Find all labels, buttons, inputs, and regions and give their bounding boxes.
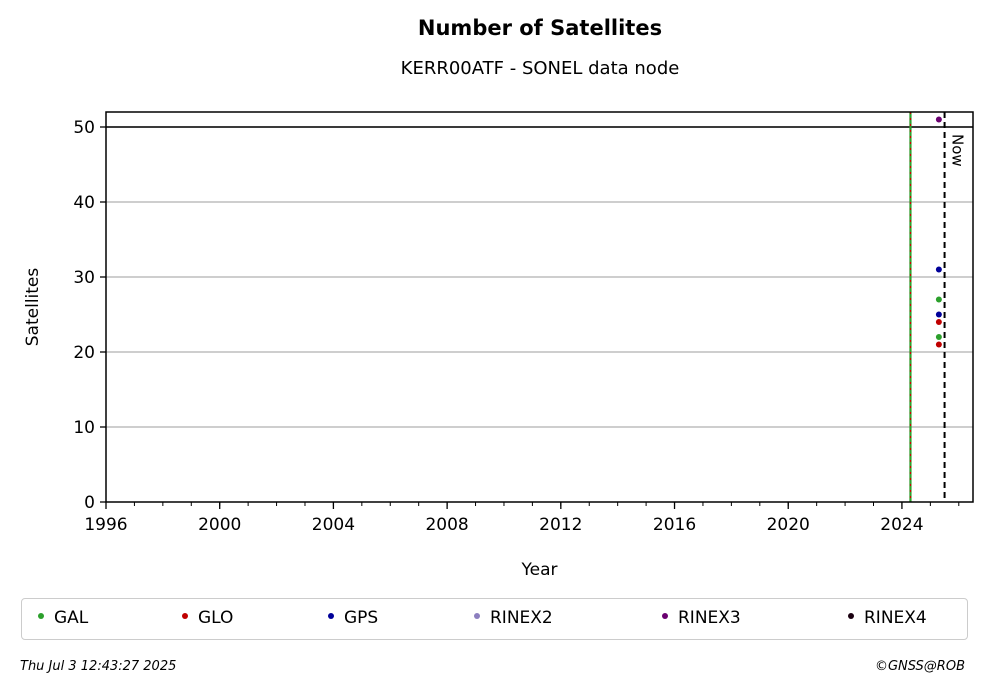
plot-frame (105, 111, 974, 503)
legend-marker (38, 613, 44, 619)
legend-item-gal: GAL (38, 608, 88, 628)
y-tick-label: 0 (84, 493, 95, 513)
y-tick-label: 40 (73, 193, 95, 213)
timestamp: Thu Jul 3 12:43:27 2025 (20, 659, 177, 674)
y-tick-label: 30 (73, 268, 95, 288)
now-label: Now (949, 134, 967, 167)
chart-title: Number of Satellites (417, 16, 663, 40)
legend-item-gps: GPS (328, 608, 378, 628)
legend-marker (662, 613, 668, 619)
data-point-gps (935, 266, 942, 273)
legend-label: GLO (198, 608, 234, 628)
data-point-glo (935, 341, 942, 348)
legend-item-glo: GLO (182, 608, 233, 628)
y-axis-label: Satellites (23, 268, 43, 347)
legend-marker (328, 613, 334, 619)
satellites-chart: Now 0 10 20 30 40 50 1996 2000 2004 2008 2012 2016 20… (23, 111, 974, 580)
data-point-glo (935, 319, 942, 325)
x-tick-label: 2008 (425, 515, 468, 535)
x-tick-label: 2016 (653, 515, 696, 535)
x-tick-label: 1996 (84, 515, 127, 535)
x-tick-label: 2000 (198, 515, 241, 535)
data-point-gal (935, 296, 942, 303)
legend-label: GAL (54, 608, 89, 628)
legend-label: RINEX4 (864, 608, 927, 628)
legend-item-rinex3: RINEX3 (662, 608, 741, 628)
legend-marker (848, 613, 854, 619)
x-axis-label: Year (521, 560, 558, 580)
x-tick-label: 2004 (312, 515, 355, 535)
data-point-gal (935, 334, 942, 340)
x-tick-label: 2024 (880, 515, 923, 535)
legend-item-rinex4: RINEX4 (848, 608, 927, 628)
legend-label: RINEX2 (490, 608, 553, 628)
data-point-rinex3 (935, 116, 942, 123)
y-tick-label: 10 (73, 418, 95, 438)
chart-subtitle: KERR00ATF - SONEL data node (400, 58, 680, 79)
legend-item-rinex2: RINEX2 (474, 608, 553, 628)
legend: GAL GLO GPS RINEX2 RINEX3 RINEX4 (21, 598, 968, 640)
y-tick-label: 50 (73, 118, 95, 138)
credit: ©GNSS@ROB (874, 659, 965, 674)
legend-label: RINEX3 (678, 608, 741, 628)
legend-marker (182, 613, 188, 619)
y-tick-label: 20 (73, 343, 95, 363)
legend-label: GPS (344, 608, 379, 628)
x-tick-label: 2012 (539, 515, 582, 535)
data-point-gps (935, 311, 942, 318)
legend-marker (474, 613, 480, 619)
x-tick-label: 2020 (767, 515, 810, 535)
